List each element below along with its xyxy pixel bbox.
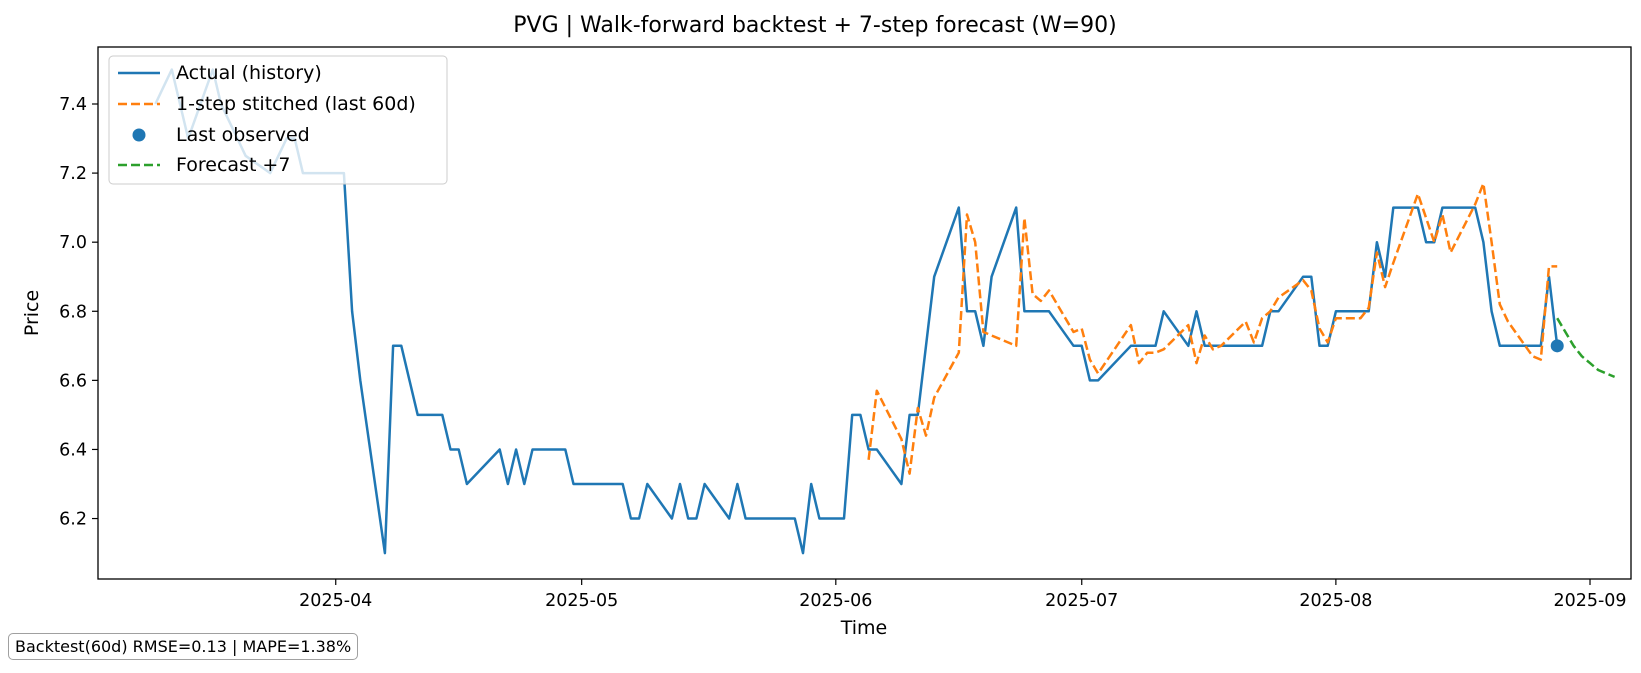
legend-last-observed-label: Last observed bbox=[176, 124, 310, 146]
x-tick-label: 2025-05 bbox=[545, 591, 618, 611]
chart-title: PVG | Walk-forward backtest + 7-step for… bbox=[513, 13, 1117, 38]
series-line-actual-history bbox=[154, 68, 1559, 555]
x-axis-label: Time bbox=[840, 617, 888, 639]
x-tick-label: 2025-06 bbox=[799, 591, 872, 611]
legend: Actual (history) 1-step stitched (last 6… bbox=[108, 55, 448, 185]
x-tick-label: 2025-07 bbox=[1045, 591, 1118, 611]
y-axis-label: Price bbox=[21, 290, 43, 336]
legend-forecast-label: Forecast +7 bbox=[176, 154, 290, 176]
legend-last-observed-swatch bbox=[132, 128, 146, 142]
legend-stitched-label: 1-step stitched (last 60d) bbox=[176, 93, 416, 115]
y-tick-label: 6.2 bbox=[59, 510, 87, 530]
x-tick-label: 2025-08 bbox=[1299, 591, 1372, 611]
x-tick-label: 2025-04 bbox=[299, 591, 372, 611]
x-axis: 2025-04 2025-05 2025-06 2025-07 2025-08 2025-… bbox=[299, 579, 1627, 611]
y-tick-label: 7.4 bbox=[59, 95, 87, 115]
y-tick-label: 6.4 bbox=[59, 440, 87, 460]
y-axis: 6.2 6.4 6.6 6.8 7.0 7.2 7.4 bbox=[59, 95, 98, 530]
y-tick-label: 6.8 bbox=[59, 302, 87, 322]
plot-area bbox=[154, 68, 1616, 555]
legend-actual-label: Actual (history) bbox=[176, 62, 322, 84]
y-tick-label: 7.2 bbox=[59, 164, 87, 184]
series-line-1-step-stitched-last-60d bbox=[867, 182, 1558, 475]
series-line-forecast-7 bbox=[1556, 317, 1616, 379]
y-tick-label: 7.0 bbox=[59, 233, 87, 253]
last-observed-point bbox=[1550, 339, 1564, 353]
y-tick-label: 6.6 bbox=[59, 371, 87, 391]
legend-box bbox=[108, 55, 448, 185]
metrics-box: Backtest(60d) RMSE=0.13 | MAPE=1.38% bbox=[8, 633, 359, 660]
plot-frame bbox=[97, 46, 1632, 580]
x-tick-label: 2025-09 bbox=[1553, 591, 1626, 611]
